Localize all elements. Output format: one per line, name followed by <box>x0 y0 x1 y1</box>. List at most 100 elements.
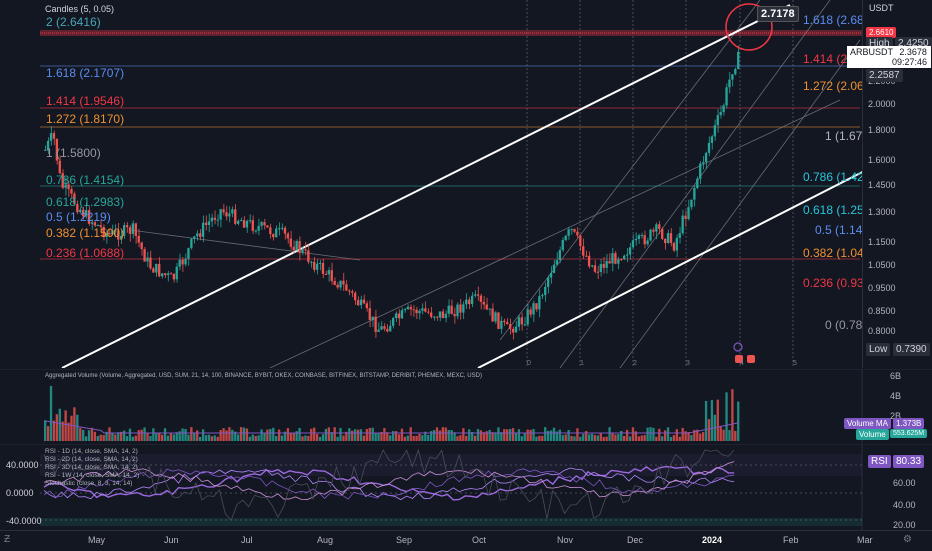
volume-bar <box>254 435 257 441</box>
zoom-icon[interactable]: Ƶ <box>4 534 11 545</box>
volume-bar <box>710 400 714 441</box>
volume-bar <box>652 427 655 441</box>
candle-body <box>450 305 453 314</box>
volume-bar <box>61 421 64 441</box>
candle-body <box>532 303 535 315</box>
rsi-tick: 40.00 <box>893 500 916 510</box>
volume-bar <box>678 436 681 441</box>
candle-body <box>87 210 91 224</box>
volume-bar <box>140 429 143 441</box>
volume-bar <box>353 429 357 441</box>
volume-bar <box>517 429 521 441</box>
rsi-line <box>43 465 735 501</box>
time-axis[interactable] <box>0 530 932 551</box>
volume-bar <box>152 428 155 441</box>
candle-body <box>275 228 278 238</box>
candle-body <box>538 296 541 310</box>
candle-body <box>614 253 617 264</box>
candle-body <box>424 308 427 312</box>
candle-body <box>421 308 424 311</box>
volume-bar <box>596 435 600 441</box>
candle-body <box>599 264 602 273</box>
candle-body <box>149 257 152 269</box>
candle-body <box>476 294 480 296</box>
volume-bar <box>260 429 263 441</box>
candle-body <box>447 305 450 314</box>
volume-bar <box>330 432 333 441</box>
candle-body <box>64 184 67 188</box>
candle-body <box>55 138 59 161</box>
candle-body <box>374 316 377 332</box>
candle-body <box>292 246 295 251</box>
candle-body <box>561 240 564 251</box>
candle-body <box>684 215 687 220</box>
candle-body <box>608 261 611 264</box>
volume-bar <box>336 436 339 441</box>
candle-body <box>82 209 85 217</box>
candle-body <box>204 222 208 226</box>
volume-bar <box>327 427 330 441</box>
volume-bar <box>406 435 409 441</box>
volume-bar <box>310 428 313 441</box>
volume-bar <box>242 427 246 441</box>
fib-left-label: 0.5 (1.2219) <box>46 210 111 224</box>
volume-bar <box>447 429 450 441</box>
volume-bar <box>52 420 56 441</box>
candle-body <box>593 265 597 272</box>
volume-label: Volume <box>856 429 889 440</box>
volume-bar <box>333 427 336 441</box>
fib-left-label: 0.236 (1.0688) <box>46 246 125 260</box>
candle-body <box>84 210 88 217</box>
volume-bar <box>76 414 79 441</box>
candle-body <box>585 255 588 257</box>
price-chart[interactable] <box>0 0 932 368</box>
fib-left-label: 1.618 (2.1707) <box>46 66 125 80</box>
candle-body <box>479 295 483 302</box>
candle-body <box>298 241 301 253</box>
volume-bar <box>655 436 658 441</box>
pitchfork-number: 3 <box>686 360 690 367</box>
candle-body <box>178 259 181 267</box>
volume-bar <box>380 431 383 441</box>
volume-bar <box>105 431 108 441</box>
fib-left-label: 0.786 (1.4154) <box>46 173 125 187</box>
volume-bar <box>532 429 535 441</box>
price-tick: 1.0500 <box>868 260 896 270</box>
volume-bar <box>166 435 170 441</box>
volume-chart[interactable] <box>0 369 932 443</box>
volume-bar <box>491 432 494 441</box>
candle-body <box>570 229 573 231</box>
candle-body <box>67 184 70 190</box>
candle-body <box>406 306 409 310</box>
candle-body <box>160 273 164 277</box>
volume-bar <box>593 435 597 441</box>
volume-bar <box>280 435 284 441</box>
volume-bar <box>617 434 620 441</box>
rsi-legend-line: RSI - 2D (14, close, SMA, 14, 2) <box>45 456 138 463</box>
volume-bar <box>663 430 667 441</box>
candle-body <box>345 284 348 291</box>
volume-bar <box>277 429 281 441</box>
volume-bar <box>716 399 719 441</box>
candle-body <box>602 264 605 268</box>
candle-body <box>430 312 433 318</box>
rsi-chart[interactable] <box>0 444 932 530</box>
candle-body <box>392 317 395 326</box>
volume-bar <box>503 429 506 441</box>
fib-left-label: 0.382 (1.1500) <box>46 226 125 240</box>
candle-body <box>415 309 418 314</box>
volume-bar <box>418 433 421 441</box>
volume-bar <box>304 435 307 441</box>
volume-bar <box>313 427 316 441</box>
volume-bar <box>465 435 468 441</box>
volume-bar <box>196 430 199 441</box>
time-tick: Feb <box>783 535 799 545</box>
candle-body <box>704 152 708 163</box>
volume-bar <box>187 434 190 441</box>
volume-bar <box>567 430 570 441</box>
volume-bar <box>435 427 439 441</box>
candle-body <box>304 249 307 251</box>
candle-body <box>678 233 681 238</box>
settings-icon[interactable]: ⚙ <box>903 534 912 545</box>
volume-bar <box>345 431 348 441</box>
